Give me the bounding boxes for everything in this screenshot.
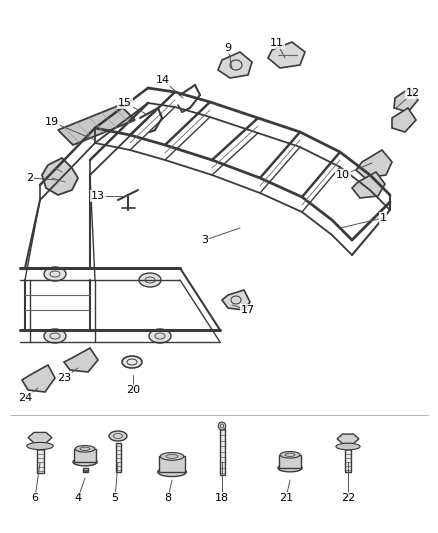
Ellipse shape [218,422,226,430]
Text: 9: 9 [224,43,232,53]
Polygon shape [28,432,52,443]
FancyBboxPatch shape [345,447,351,472]
Text: 8: 8 [164,493,172,503]
Polygon shape [394,88,418,112]
Ellipse shape [160,453,184,461]
Ellipse shape [278,464,302,472]
Text: 19: 19 [45,117,59,127]
Text: 11: 11 [270,38,284,48]
Bar [279,455,301,468]
Text: 21: 21 [279,493,293,503]
Text: 17: 17 [241,305,255,315]
Polygon shape [64,348,98,372]
FancyBboxPatch shape [36,446,43,473]
Bar [219,428,225,475]
Polygon shape [352,172,385,198]
Text: 10: 10 [336,170,350,180]
Ellipse shape [139,273,161,287]
Polygon shape [337,434,359,443]
Text: 20: 20 [126,385,140,395]
Ellipse shape [73,458,97,466]
Polygon shape [268,42,305,68]
Text: 15: 15 [118,98,132,108]
Ellipse shape [122,356,142,368]
Ellipse shape [280,451,300,458]
Polygon shape [356,150,392,178]
Polygon shape [42,158,78,195]
Text: 6: 6 [32,493,39,503]
Polygon shape [218,52,252,78]
Text: 12: 12 [406,88,420,98]
Bar [82,467,88,472]
Bar [74,449,96,462]
Bar [159,456,185,472]
Polygon shape [392,108,416,132]
Text: 2: 2 [26,173,34,183]
Text: 23: 23 [57,373,71,383]
Polygon shape [22,365,55,392]
Text: 3: 3 [201,235,208,245]
Text: 22: 22 [341,493,355,503]
Polygon shape [58,105,135,145]
Ellipse shape [44,329,66,343]
Bar [116,443,120,472]
Text: 4: 4 [74,493,81,503]
Text: 24: 24 [18,393,32,403]
Text: 13: 13 [91,191,105,201]
Text: 5: 5 [112,493,119,503]
Ellipse shape [149,329,171,343]
Ellipse shape [336,443,360,450]
Text: 14: 14 [156,75,170,85]
Ellipse shape [75,446,95,452]
Ellipse shape [27,442,53,450]
Ellipse shape [109,431,127,441]
Ellipse shape [158,467,186,477]
Text: 1: 1 [379,213,386,223]
Polygon shape [222,290,250,310]
Text: 18: 18 [215,493,229,503]
Ellipse shape [44,267,66,281]
